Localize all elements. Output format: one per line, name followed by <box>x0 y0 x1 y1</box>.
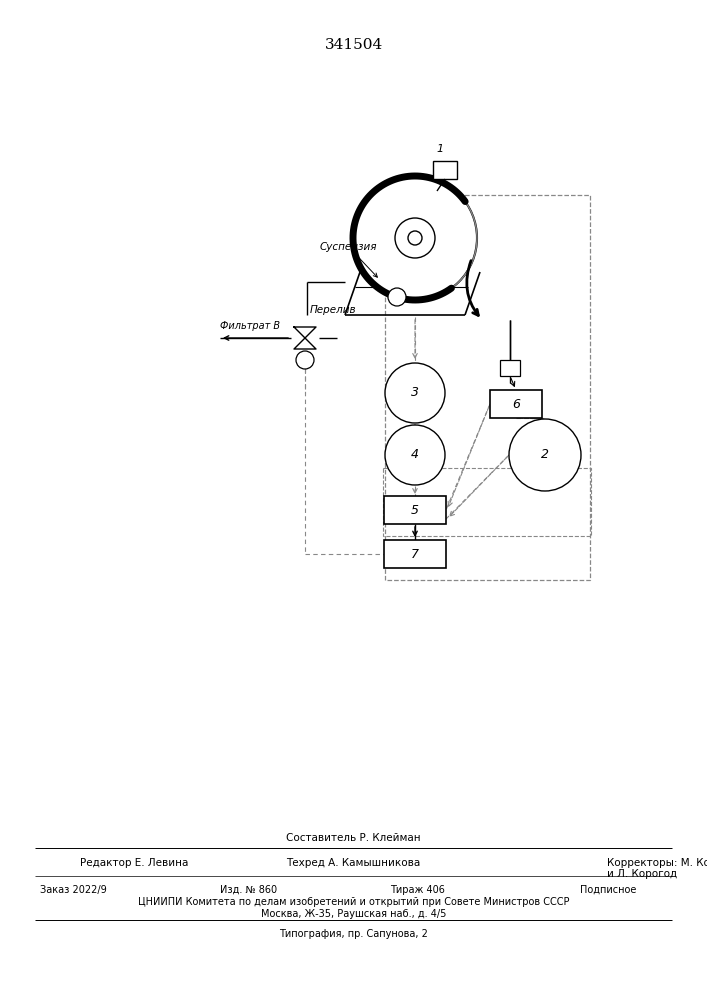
Text: 7: 7 <box>411 548 419 560</box>
Text: Корректоры: М. Коробова: Корректоры: М. Коробова <box>607 858 707 868</box>
Text: Типография, пр. Сапунова, 2: Типография, пр. Сапунова, 2 <box>279 929 428 939</box>
Text: Суспензия: Суспензия <box>320 242 378 277</box>
Text: ЦНИИПИ Комитета по делам изобретений и открытий при Совете Министров СССР: ЦНИИПИ Комитета по делам изобретений и о… <box>138 897 569 907</box>
Circle shape <box>385 363 445 423</box>
Text: Подписное: Подписное <box>580 885 636 895</box>
Circle shape <box>385 425 445 485</box>
Text: Перелив: Перелив <box>310 305 356 315</box>
Circle shape <box>388 288 406 306</box>
Text: 5: 5 <box>411 504 419 516</box>
Text: 3: 3 <box>411 386 419 399</box>
Bar <box>383 468 591 536</box>
Bar <box>384 540 446 568</box>
Text: Москва, Ж-35, Раушская наб., д. 4/5: Москва, Ж-35, Раушская наб., д. 4/5 <box>261 909 446 919</box>
Text: 1: 1 <box>436 144 443 154</box>
Bar <box>490 390 542 418</box>
Bar <box>384 496 446 524</box>
Circle shape <box>509 419 581 491</box>
Text: 6: 6 <box>512 397 520 410</box>
Circle shape <box>353 176 477 300</box>
Text: 341504: 341504 <box>325 38 382 52</box>
Text: Составитель Р. Клейман: Составитель Р. Клейман <box>286 833 421 843</box>
Bar <box>433 161 457 179</box>
Circle shape <box>408 231 422 245</box>
Text: и Л. Корогод: и Л. Корогод <box>607 869 677 879</box>
Circle shape <box>296 351 314 369</box>
Text: Фильтрат В: Фильтрат В <box>220 321 280 331</box>
Text: Тираж 406: Тираж 406 <box>390 885 445 895</box>
Text: 2: 2 <box>541 448 549 462</box>
Bar <box>500 360 520 376</box>
Text: 4: 4 <box>411 448 419 462</box>
Text: Редактор Е. Левина: Редактор Е. Левина <box>80 858 188 868</box>
Circle shape <box>395 218 435 258</box>
Text: Техред А. Камышникова: Техред А. Камышникова <box>286 858 421 868</box>
Bar <box>385 195 590 580</box>
Text: Заказ 2022/9: Заказ 2022/9 <box>40 885 107 895</box>
Text: Изд. № 860: Изд. № 860 <box>220 885 277 895</box>
